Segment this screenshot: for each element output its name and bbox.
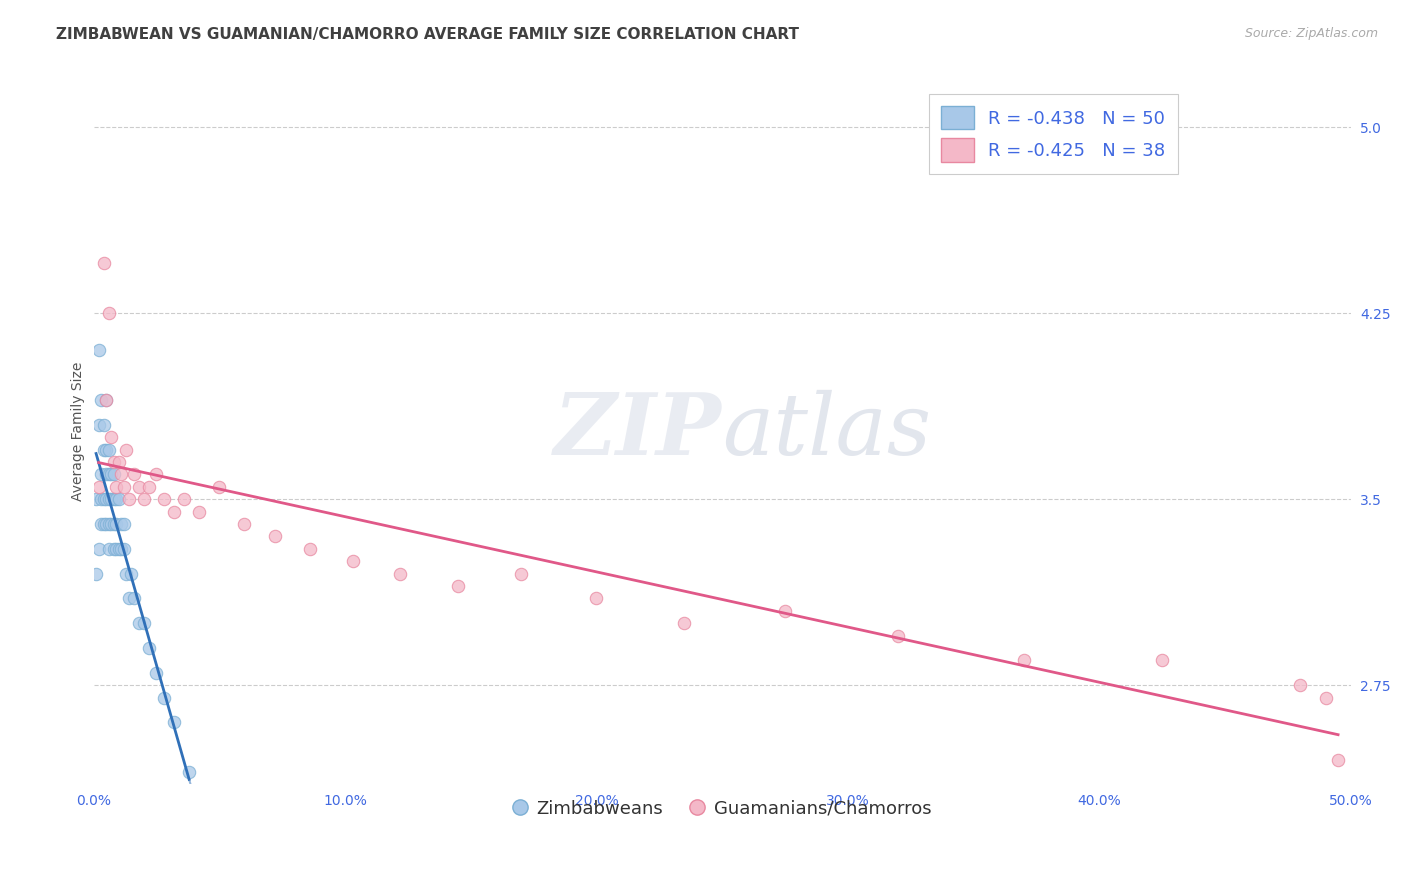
Point [97, 541, 120, 556]
Point [93, 256, 115, 270]
Point [153, 690, 176, 705]
Point [87, 417, 110, 432]
Point [87, 541, 110, 556]
Point [84, 566, 107, 581]
Text: Source: ZipAtlas.com: Source: ZipAtlas.com [1244, 27, 1378, 40]
Point [100, 516, 122, 531]
Point [128, 480, 150, 494]
Point [1327, 753, 1350, 767]
Point [94, 492, 117, 507]
Point [122, 467, 145, 482]
Point [298, 541, 321, 556]
Point [145, 665, 167, 680]
Point [90, 392, 112, 407]
Point [118, 492, 141, 507]
Point [1012, 653, 1035, 667]
Text: atlas: atlas [723, 390, 931, 472]
Point [118, 591, 141, 606]
Point [100, 492, 122, 507]
Point [510, 566, 533, 581]
Point [90, 492, 112, 507]
Point [153, 492, 176, 507]
Point [122, 591, 145, 606]
Point [110, 541, 132, 556]
Point [115, 566, 138, 581]
Point [188, 504, 211, 518]
Point [107, 455, 129, 469]
Point [112, 541, 135, 556]
Point [110, 467, 132, 482]
Point [105, 541, 128, 556]
Point [103, 467, 125, 482]
Point [97, 492, 120, 507]
Text: ZIP: ZIP [554, 389, 723, 473]
Point [97, 516, 120, 531]
Point [107, 492, 129, 507]
Point [263, 529, 285, 543]
Point [120, 566, 142, 581]
Point [773, 604, 796, 618]
Point [94, 442, 117, 457]
Point [447, 579, 470, 593]
Point [90, 467, 112, 482]
Point [100, 467, 122, 482]
Point [84, 492, 107, 507]
Point [145, 467, 167, 482]
Point [163, 504, 186, 518]
Point [110, 516, 132, 531]
Point [138, 640, 160, 655]
Point [94, 392, 117, 407]
Point [94, 467, 117, 482]
Point [107, 541, 129, 556]
Point [103, 455, 125, 469]
Point [179, 764, 201, 779]
Point [673, 616, 696, 631]
Point [112, 480, 135, 494]
Point [97, 467, 120, 482]
Y-axis label: Average Family Size: Average Family Size [72, 361, 86, 500]
Point [103, 516, 125, 531]
Point [100, 430, 122, 444]
Point [1152, 653, 1174, 667]
Point [112, 516, 135, 531]
Point [94, 516, 117, 531]
Point [208, 480, 231, 494]
Point [94, 392, 117, 407]
Point [105, 516, 128, 531]
Point [585, 591, 607, 606]
Text: ZIMBABWEAN VS GUAMANIAN/CHAMORRO AVERAGE FAMILY SIZE CORRELATION CHART: ZIMBABWEAN VS GUAMANIAN/CHAMORRO AVERAGE… [56, 27, 799, 42]
Point [1315, 690, 1337, 705]
Point [93, 516, 115, 531]
Point [97, 306, 120, 320]
Point [128, 616, 150, 631]
Point [115, 442, 138, 457]
Point [87, 480, 110, 494]
Point [163, 715, 186, 730]
Point [342, 554, 364, 568]
Point [173, 492, 195, 507]
Point [389, 566, 412, 581]
Point [105, 492, 128, 507]
Point [103, 492, 125, 507]
Legend: Zimbabweans, Guamanians/Chamorros: Zimbabweans, Guamanians/Chamorros [506, 792, 939, 825]
Point [93, 442, 115, 457]
Point [233, 516, 256, 531]
Point [97, 442, 120, 457]
Point [138, 480, 160, 494]
Point [105, 480, 128, 494]
Point [132, 616, 155, 631]
Point [132, 492, 155, 507]
Point [93, 417, 115, 432]
Point [93, 492, 115, 507]
Point [1289, 678, 1312, 692]
Point [90, 516, 112, 531]
Point [887, 629, 910, 643]
Point [103, 541, 125, 556]
Point [87, 343, 110, 358]
